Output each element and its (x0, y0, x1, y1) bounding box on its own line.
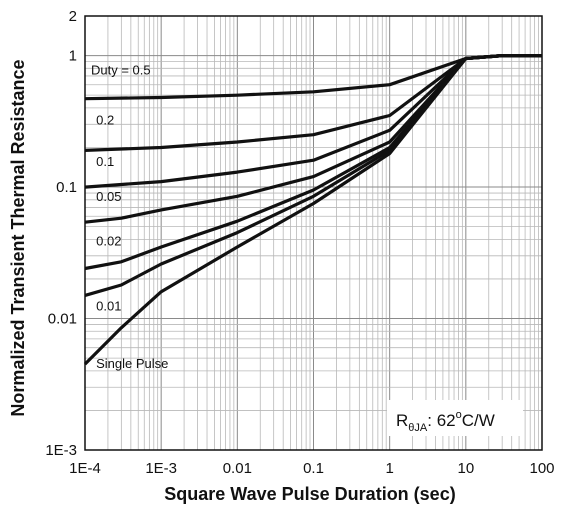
series-label-0-01: 0.01 (96, 299, 121, 314)
series-group (83, 53, 542, 366)
series-label-single-pulse: Single Pulse (96, 356, 168, 371)
note-unit: C/W (462, 411, 495, 430)
note-degree: o (456, 409, 462, 421)
y-tick-label: 1E-3 (45, 442, 77, 459)
y-tick-label: 0.1 (56, 179, 77, 196)
grid (85, 16, 542, 450)
y-tick-label: 1 (69, 48, 77, 65)
x-axis-title: Square Wave Pulse Duration (sec) (164, 484, 455, 504)
note-box (387, 400, 523, 436)
svg-text:RθJA: 62oC/W: RθJA: 62oC/W (396, 409, 495, 434)
y-axis-title: Normalized Transient Thermal Resistance (8, 59, 28, 416)
x-tick-label: 100 (529, 460, 554, 477)
series-label-duty-0-5: Duty = 0.5 (91, 62, 151, 77)
note-r-symbol: R (396, 411, 408, 430)
x-tick-label: 1 (385, 460, 393, 477)
y-tick-label: 2 (69, 8, 77, 25)
series-label-0-1: 0.1 (96, 154, 114, 169)
series-labels: Duty = 0.5 0.2 0.1 0.05 0.02 0.01 Single Pulse (91, 62, 168, 371)
x-tick-label: 1E-4 (69, 460, 101, 477)
series-label-0-02: 0.02 (96, 233, 121, 248)
y-tick-label: 0.01 (48, 311, 77, 328)
plot-frame (84, 15, 543, 451)
x-tick-label: 1E-3 (145, 460, 177, 477)
series-line-single-pulse (83, 53, 542, 366)
note-r-value: : 62 (427, 411, 455, 430)
series-label-0-2: 0.2 (96, 112, 114, 127)
series-label-0-05: 0.05 (96, 189, 121, 204)
x-tick-label: 0.01 (223, 460, 252, 477)
x-tick-label: 0.1 (303, 460, 324, 477)
x-tick-label: 10 (457, 460, 474, 477)
thermal-resistance-note: RθJA: 62oC/W (387, 400, 523, 436)
note-r-subscript: θJA (408, 422, 428, 434)
